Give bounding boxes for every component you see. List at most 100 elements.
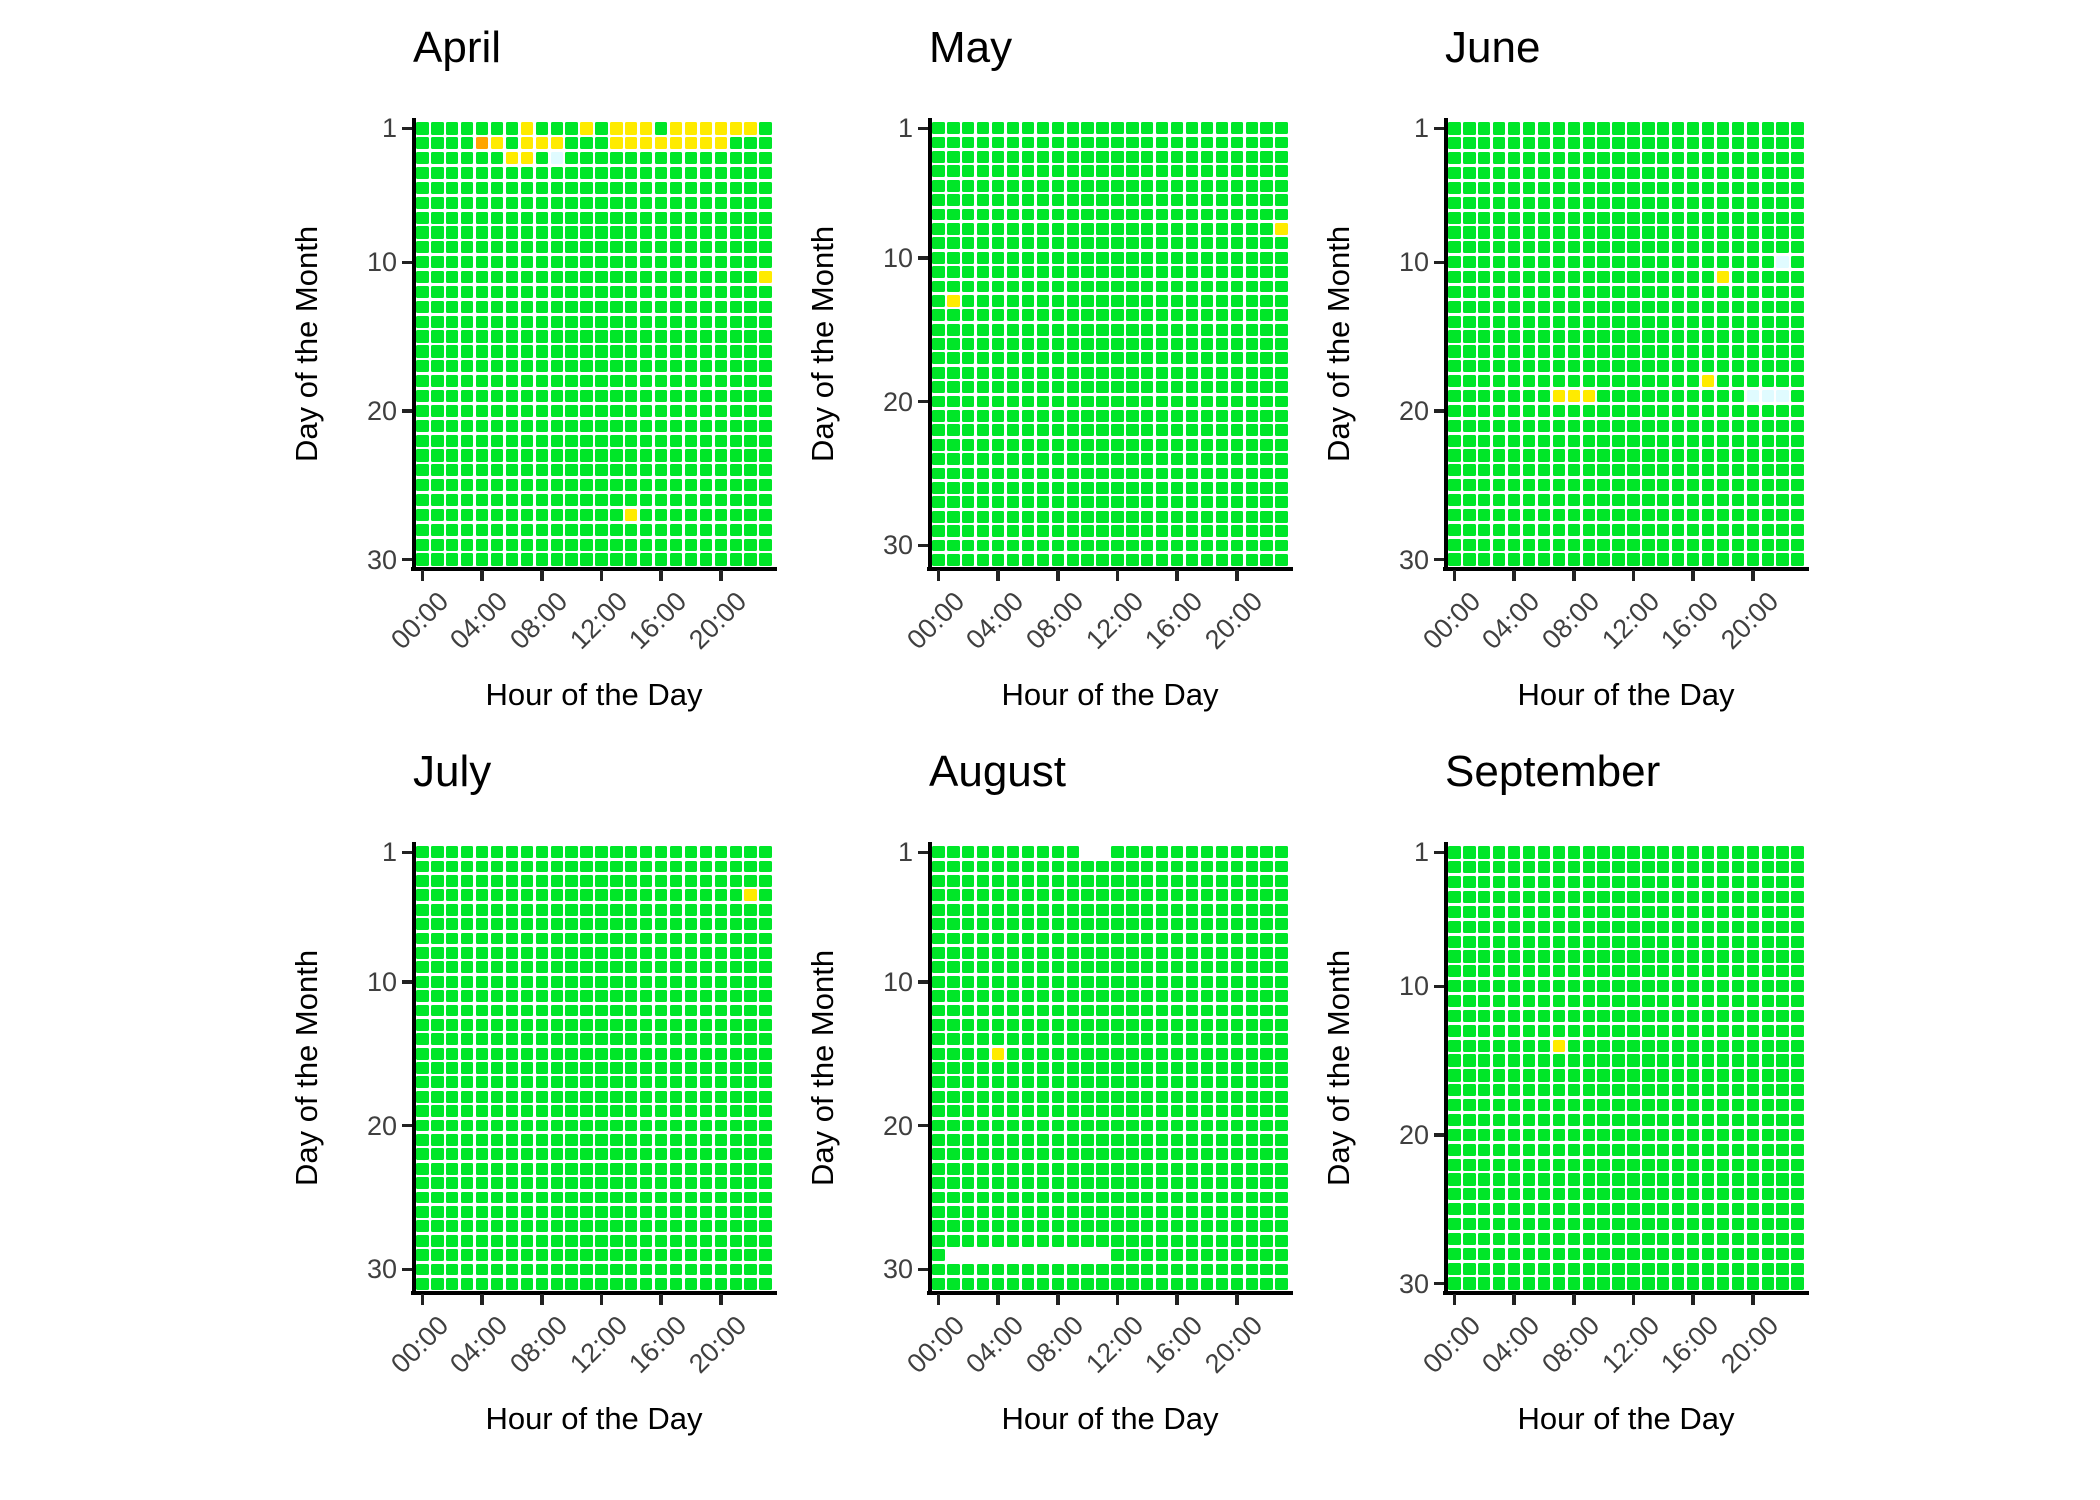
heatmap-cell (1066, 1134, 1079, 1146)
heatmap-cell (1776, 1277, 1789, 1290)
heatmap-cell (1478, 876, 1491, 889)
heatmap-cell (1582, 270, 1595, 284)
heatmap-cell (1582, 538, 1595, 551)
heatmap-cell (1791, 508, 1804, 522)
heatmap-cell (991, 1277, 1005, 1290)
heatmap-cell (1522, 890, 1536, 904)
heatmap-cell (1126, 453, 1139, 465)
heatmap-cell (1552, 196, 1566, 209)
heatmap-cell (1111, 553, 1124, 566)
heatmap-cell (1448, 360, 1461, 373)
heatmap-cell (1582, 285, 1595, 299)
heatmap-cell (640, 1105, 653, 1118)
heatmap-cell (1245, 1220, 1258, 1233)
heatmap-cell (1170, 381, 1184, 394)
heatmap-cell (640, 419, 653, 432)
heatmap-cell (977, 294, 990, 307)
heatmap-cell (535, 975, 548, 988)
heatmap-cell (1493, 1069, 1506, 1082)
heatmap-cell (991, 266, 1005, 278)
heatmap-cell (1791, 419, 1804, 432)
heatmap-cell (565, 1004, 578, 1017)
heatmap-cell (580, 990, 593, 1002)
heatmap-cell (595, 1105, 608, 1118)
y-tick-label: 1 (1413, 837, 1429, 868)
heatmap-cell (1522, 1099, 1536, 1112)
heatmap-cell (1761, 1084, 1774, 1097)
heatmap-cell (1776, 1203, 1789, 1216)
heatmap-cell (595, 360, 608, 373)
heatmap-cell (1716, 1069, 1730, 1082)
heatmap-cell (1746, 137, 1759, 150)
heatmap-cell (1507, 1069, 1521, 1082)
heatmap-cell (1776, 980, 1789, 993)
heatmap-cell (699, 1162, 713, 1175)
heatmap-cell (520, 137, 534, 150)
y-tick-label: 10 (1398, 247, 1429, 278)
heatmap-cell (1597, 404, 1610, 418)
heatmap-cell (1537, 166, 1551, 180)
heatmap-cell (550, 1148, 563, 1161)
heatmap-cell (714, 285, 727, 299)
heatmap-cell (729, 1033, 742, 1046)
heatmap-cell (1761, 1128, 1774, 1142)
heatmap-cell (1096, 990, 1109, 1002)
heatmap-cell (1096, 453, 1109, 465)
heatmap-cell (1006, 481, 1020, 494)
heatmap-cell (520, 360, 534, 373)
heatmap-cell (1791, 980, 1804, 993)
heatmap-cell (1552, 464, 1566, 477)
heatmap-cell (1096, 136, 1109, 149)
heatmap-cell (1066, 947, 1079, 959)
heatmap-cell (714, 947, 727, 959)
heatmap-cell (490, 137, 504, 150)
heatmap-cell (490, 947, 504, 959)
heatmap-cell (744, 990, 757, 1002)
x-tick-mark (480, 570, 484, 581)
heatmap-cell (1493, 1143, 1506, 1156)
heatmap-cell (475, 137, 489, 150)
heatmap-cell (520, 330, 534, 343)
heatmap-cell (1170, 875, 1184, 887)
heatmap-cell (446, 1148, 459, 1161)
heatmap-cell (610, 345, 623, 358)
heatmap-cell (1200, 990, 1214, 1002)
heatmap-cell (595, 479, 608, 492)
heatmap-cell (490, 285, 504, 299)
heatmap-cell (1507, 270, 1521, 284)
heatmap-cell (1448, 1009, 1461, 1023)
heatmap-cell (1006, 1033, 1020, 1046)
heatmap-cell (1463, 1039, 1476, 1052)
heatmap-cell (595, 449, 608, 462)
heatmap-cell (520, 1177, 534, 1189)
heatmap-cell (1245, 1177, 1258, 1189)
heatmap-cell (1245, 525, 1258, 537)
heatmap-cell (1200, 165, 1214, 178)
heatmap-cell (1761, 1232, 1774, 1246)
heatmap-cell (1507, 538, 1521, 551)
heatmap-cell (446, 285, 459, 299)
heatmap-cell (1260, 467, 1273, 480)
x-tick-mark (599, 570, 604, 581)
heatmap-cell (1657, 538, 1670, 551)
heatmap-cell (1493, 876, 1506, 889)
heatmap-cell (640, 1263, 653, 1276)
heatmap-cell (654, 523, 668, 536)
heatmap-cell (759, 345, 772, 358)
heatmap-cell (1245, 165, 1258, 178)
heatmap-cell (1597, 122, 1610, 135)
heatmap-cell (1672, 1099, 1685, 1112)
heatmap-cell (1051, 1162, 1064, 1175)
heatmap-cell (1156, 237, 1169, 250)
heatmap-cell (550, 152, 563, 165)
heatmap-cell (1642, 181, 1655, 195)
heatmap-cell (1672, 166, 1685, 180)
heatmap-cell (505, 889, 519, 902)
heatmap-cell (461, 1148, 474, 1161)
heatmap-cell (962, 1119, 975, 1132)
heatmap-cell (1701, 890, 1715, 904)
heatmap-cell (1493, 1277, 1506, 1290)
heatmap-cell (947, 525, 960, 537)
heatmap-cell (977, 1177, 990, 1189)
